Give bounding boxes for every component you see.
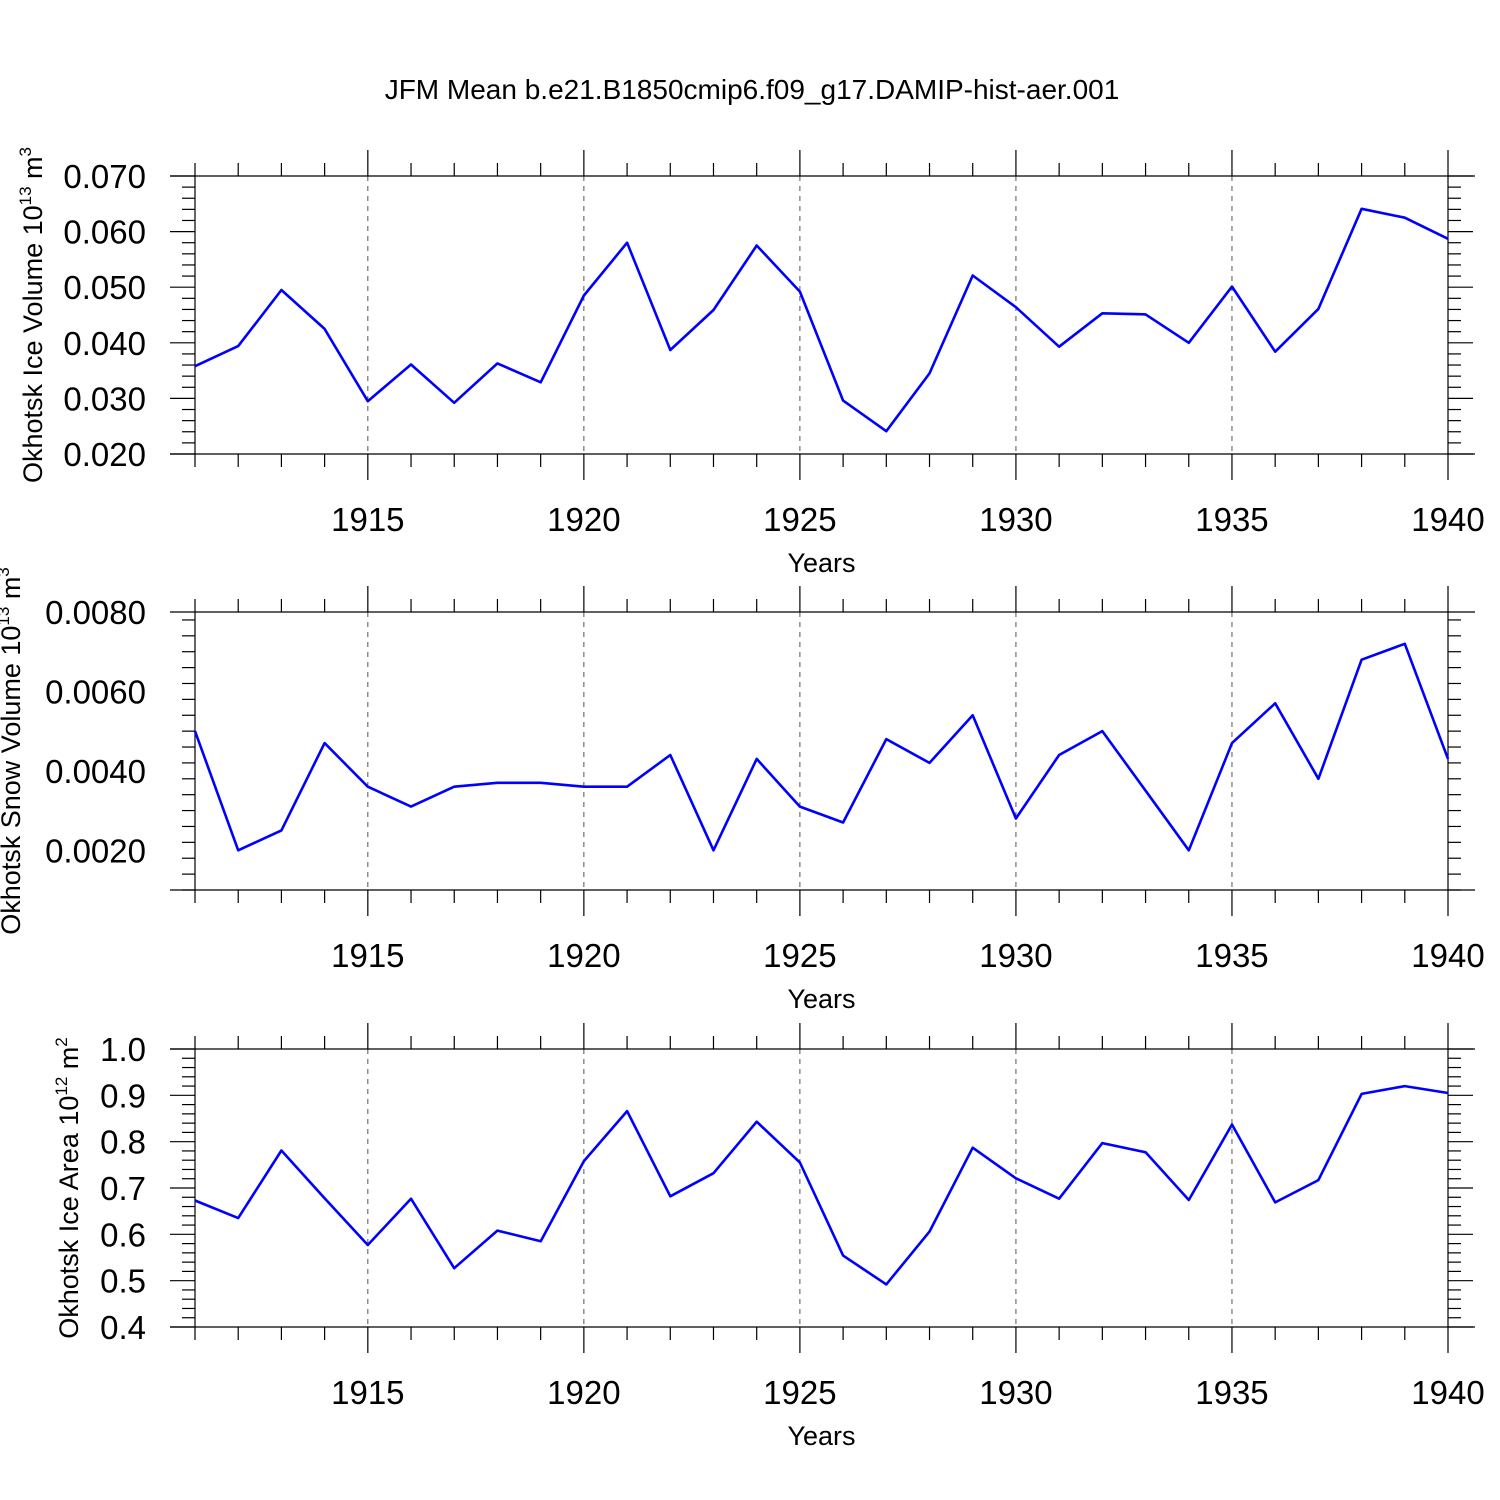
y-tick-label: 0.020 xyxy=(63,436,146,473)
x-tick-label: 1940 xyxy=(1411,937,1484,974)
x-tick-label: 1930 xyxy=(979,937,1052,974)
x-tick-label: 1925 xyxy=(763,1374,836,1411)
x-axis-title: Years xyxy=(787,984,855,1014)
y-tick-label: 0.0040 xyxy=(45,753,146,790)
y-tick-label: 0.8 xyxy=(100,1124,146,1161)
x-tick-label: 1935 xyxy=(1195,937,1268,974)
y-tick-label: 0.030 xyxy=(63,380,146,417)
y-tick-label: 0.4 xyxy=(100,1309,146,1346)
y-tick-label: 0.6 xyxy=(100,1216,146,1253)
series-line xyxy=(194,207,1449,433)
y-tick-label: 0.060 xyxy=(63,214,146,251)
x-tick-label: 1915 xyxy=(331,501,404,538)
y-tick-label: 0.040 xyxy=(63,325,146,362)
panel-snow-volume: 1915 1920 1925 1930 1935 1940 0.0020 0.0040 0.00… xyxy=(0,567,1485,1014)
x-tick-label: 1935 xyxy=(1195,501,1268,538)
x-tick-label: 1925 xyxy=(763,937,836,974)
y-axis-title: Okhotsk Snow Volume 1013 m3 xyxy=(0,567,26,935)
x-tick-label: 1915 xyxy=(331,937,404,974)
y-tick-label: 0.0080 xyxy=(45,594,146,631)
x-tick-label: 1940 xyxy=(1411,1374,1484,1411)
y-tick-label: 0.070 xyxy=(63,158,146,195)
x-axis-title: Years xyxy=(787,548,855,578)
y-tick-label: 0.5 xyxy=(100,1263,146,1300)
x-tick-label: 1930 xyxy=(979,1374,1052,1411)
y-axis-title: Okhotsk Ice Area 1012 m2 xyxy=(52,1037,84,1339)
y-axis-title: Okhotsk Ice Volume 1013 m3 xyxy=(16,147,48,483)
x-tick-label: 1940 xyxy=(1411,501,1484,538)
x-tick-label: 1920 xyxy=(547,501,620,538)
x-tick-label: 1920 xyxy=(547,937,620,974)
panel-ice-area: 1915 1920 1925 1930 1935 1940 0.4 0.5 0.6 0.7 0.8 0… xyxy=(52,1023,1485,1451)
x-tick-label: 1925 xyxy=(763,501,836,538)
figure-title: JFM Mean b.e21.B1850cmip6.f09_g17.DAMIP-… xyxy=(385,74,1120,105)
panel-ice-volume: 1915 1920 1925 1930 1935 1940 0.020 0.030 0.040 0… xyxy=(16,147,1485,578)
y-tick-label: 0.7 xyxy=(100,1170,146,1207)
y-tick-label: 0.0060 xyxy=(45,673,146,710)
y-tick-label: 0.050 xyxy=(63,269,146,306)
x-tick-label: 1935 xyxy=(1195,1374,1268,1411)
y-tick-label: 1.0 xyxy=(100,1031,146,1068)
x-tick-label: 1930 xyxy=(979,501,1052,538)
y-tick-label: 0.0020 xyxy=(45,832,146,869)
x-tick-label: 1915 xyxy=(331,1374,404,1411)
x-tick-label: 1920 xyxy=(547,1374,620,1411)
y-tick-label: 0.9 xyxy=(100,1077,146,1114)
x-axis-title: Years xyxy=(787,1421,855,1451)
series-line xyxy=(193,642,1450,852)
series-line xyxy=(194,1084,1449,1286)
